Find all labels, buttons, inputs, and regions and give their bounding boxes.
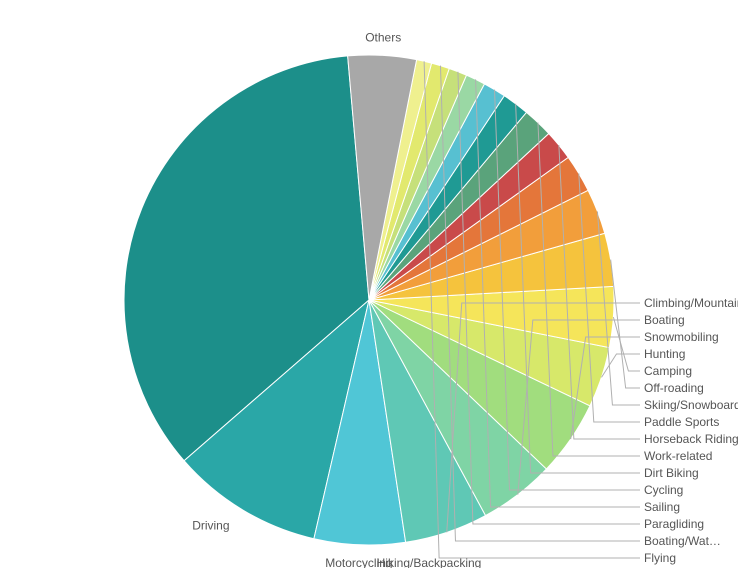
slice-label: Snowmobiling xyxy=(644,330,719,344)
slice-label: Work-related xyxy=(644,449,712,463)
slice-label: Cycling xyxy=(644,483,683,497)
label-leader xyxy=(613,317,640,371)
slice-label: Horseback Riding xyxy=(644,432,738,446)
slice-label: Others xyxy=(365,30,401,44)
slice-label: Climbing/Mountain… xyxy=(644,296,738,310)
slice-label: Off-roading xyxy=(644,381,704,395)
slice-label: Boating xyxy=(644,313,685,327)
slice-label: Motorcycling xyxy=(325,556,392,568)
slice-label: Camping xyxy=(644,364,692,378)
slice-label: Skiing/Snowboarding xyxy=(644,398,738,412)
slice-label: Sailing xyxy=(644,500,680,514)
slice-label: Driving xyxy=(192,518,229,532)
slice-label: Paragliding xyxy=(644,517,704,531)
slice-label: Dirt Biking xyxy=(644,466,699,480)
slice-label: Paddle Sports xyxy=(644,415,719,429)
slice-label: Hunting xyxy=(644,347,685,361)
pie-chart: Hiking/BackpackingDrivingMotorcyclingCli… xyxy=(0,0,738,568)
slice-label: Flying xyxy=(644,551,676,565)
slice-label: Boating/Wat… xyxy=(644,534,721,548)
